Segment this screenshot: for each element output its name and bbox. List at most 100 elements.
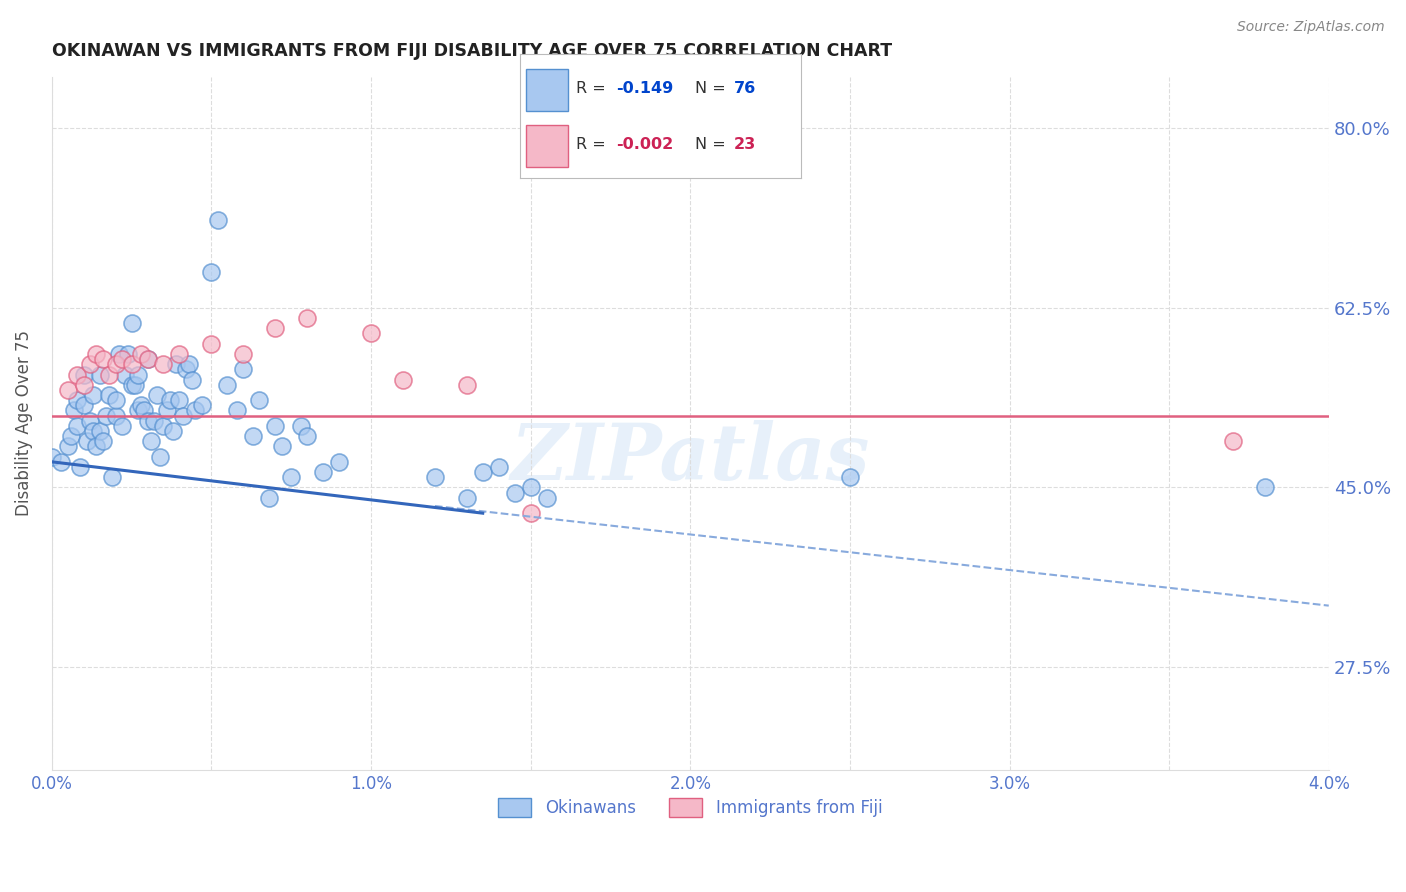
Point [232,347,254,361]
Point [456,491,478,505]
Point [226,403,249,417]
Point [121,377,143,392]
Point [73,368,96,382]
Point [838,470,860,484]
Point [89,368,111,382]
Point [290,418,312,433]
Point [66,393,89,408]
Point [136,414,159,428]
Point [142,414,165,428]
Point [423,470,446,484]
Point [184,403,207,417]
Point [82,424,104,438]
Point [91,352,114,367]
Point [177,357,200,371]
Point [124,377,146,392]
Point [79,357,101,371]
Point [139,434,162,449]
Point [152,418,174,433]
Point [86,347,108,361]
Point [51,455,73,469]
Point [134,403,156,417]
Text: OKINAWAN VS IMMIGRANTS FROM FIJI DISABILITY AGE OVER 75 CORRELATION CHART: OKINAWAN VS IMMIGRANTS FROM FIJI DISABIL… [52,42,891,60]
Point [129,398,152,412]
Text: ZIPatlas: ZIPatlas [510,420,870,496]
Point [127,368,149,382]
Point [232,362,254,376]
Point [104,357,127,371]
Point [312,465,335,479]
Y-axis label: Disability Age Over 75: Disability Age Over 75 [15,330,32,516]
Point [41,450,63,464]
Point [295,429,318,443]
Point [217,377,239,392]
Text: 76: 76 [734,81,756,96]
Point [117,347,139,361]
Point [1254,481,1277,495]
Point [360,326,382,341]
Point [519,506,541,520]
Point [94,409,117,423]
FancyBboxPatch shape [526,69,568,111]
Point [328,455,350,469]
Point [200,336,222,351]
Point [257,491,280,505]
Point [191,398,214,412]
Point [127,403,149,417]
Point [471,465,494,479]
Point [536,491,558,505]
Point [149,450,172,464]
Point [136,352,159,367]
Point [82,388,104,402]
Point [169,347,191,361]
Point [242,429,264,443]
Point [104,393,127,408]
Point [86,439,108,453]
Point [165,357,187,371]
Point [207,213,229,227]
Point [56,383,79,397]
Point [169,393,191,408]
Point [162,424,184,438]
Point [121,357,143,371]
Point [121,316,143,330]
Point [503,485,526,500]
Point [146,388,169,402]
Point [98,368,121,382]
Point [456,377,478,392]
Text: Source: ZipAtlas.com: Source: ZipAtlas.com [1237,20,1385,34]
Point [264,418,287,433]
Point [69,459,91,474]
Point [172,409,194,423]
Point [136,352,159,367]
Point [295,311,318,326]
Point [174,362,197,376]
Point [247,393,270,408]
Point [89,424,111,438]
Point [129,347,152,361]
Point [59,429,82,443]
Point [73,398,96,412]
Point [181,373,204,387]
Point [392,373,415,387]
Point [63,403,86,417]
Point [270,439,292,453]
Point [66,418,89,433]
Point [114,368,136,382]
Point [519,481,541,495]
Point [79,414,101,428]
Point [264,321,287,335]
Text: -0.002: -0.002 [616,137,673,153]
Point [152,357,174,371]
Point [1222,434,1244,449]
Point [200,265,222,279]
Point [159,393,181,408]
Text: N =: N = [695,137,725,153]
Text: 23: 23 [734,137,756,153]
Legend: Okinawans, Immigrants from Fiji: Okinawans, Immigrants from Fiji [492,791,889,824]
Point [488,459,510,474]
Point [107,347,129,361]
Point [73,377,96,392]
Point [111,418,134,433]
Point [76,434,98,449]
